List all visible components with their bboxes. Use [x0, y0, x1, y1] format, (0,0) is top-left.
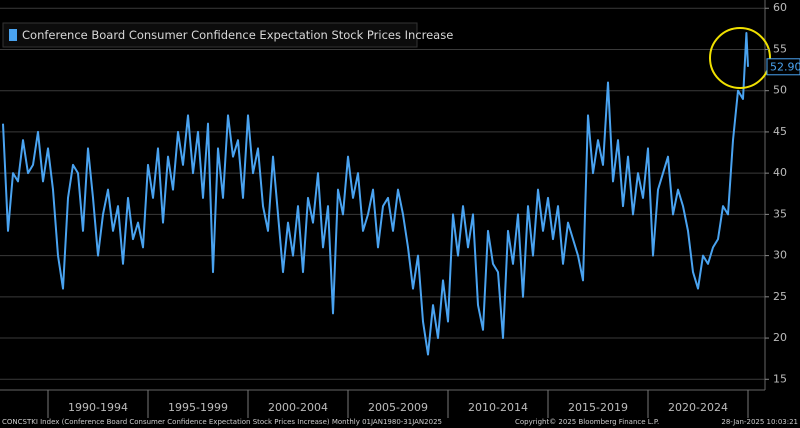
footer-left: CONCSTKI Index (Conference Board Consume… — [2, 418, 442, 426]
x-tick-label: 2000-2004 — [268, 401, 328, 414]
plot — [2, 31, 749, 356]
x-tick-label: 2020-2024 — [668, 401, 728, 414]
footer-center: Copyright© 2025 Bloomberg Finance L.P. — [515, 418, 659, 426]
x-tick-label: 2010-2014 — [468, 401, 528, 414]
y-tick-label: 50 — [773, 84, 787, 97]
x-tick-label: 2005-2009 — [368, 401, 428, 414]
data-line — [2, 31, 749, 356]
highlight-circle — [709, 27, 771, 89]
grid — [0, 7, 765, 380]
x-tick-label: 1990-1994 — [68, 401, 128, 414]
y-tick-label: 20 — [773, 331, 787, 344]
legend-swatch — [9, 29, 17, 41]
legend-label: Conference Board Consumer Confidence Exp… — [22, 28, 453, 42]
legend — [2, 22, 418, 48]
footer-right: 28-Jan-2025 10:03:21 — [721, 418, 798, 426]
last-value-label: 52.90 — [770, 60, 800, 73]
x-tick-label: 2015-2019 — [568, 401, 628, 414]
y-tick-label: 45 — [773, 125, 787, 138]
x-tick-label: 1995-1999 — [168, 401, 228, 414]
y-tick-label: 55 — [773, 42, 787, 55]
last-value-box — [766, 58, 800, 76]
y-tick-label: 35 — [773, 207, 787, 220]
y-tick-label: 60 — [773, 1, 787, 14]
y-tick-label: 30 — [773, 249, 787, 262]
y-tick-label: 25 — [773, 290, 787, 303]
y-tick-label: 15 — [773, 372, 787, 385]
y-tick-label: 40 — [773, 166, 787, 179]
